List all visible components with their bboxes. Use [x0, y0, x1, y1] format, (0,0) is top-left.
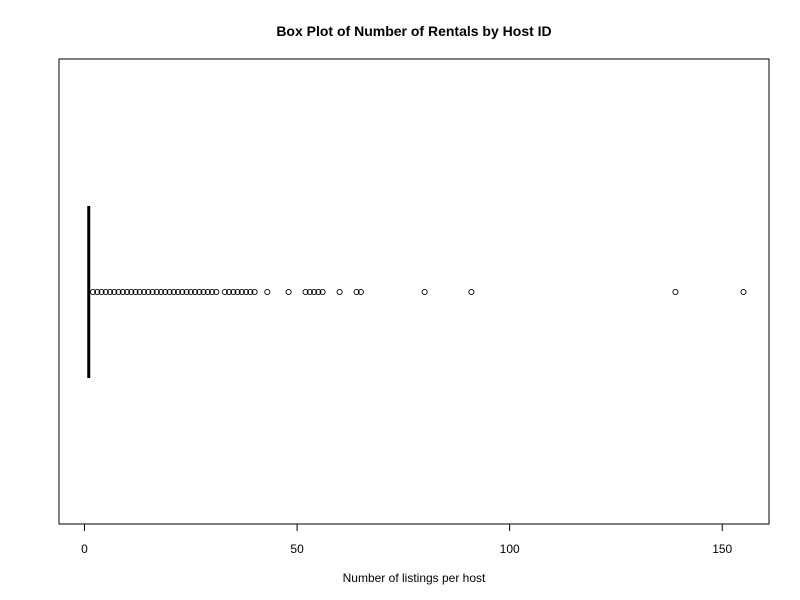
outlier-point — [115, 288, 122, 296]
outlier-point — [230, 288, 237, 296]
outlier-point — [357, 288, 364, 296]
outlier-point — [302, 288, 309, 296]
outlier-point — [179, 288, 186, 296]
outlier-point — [94, 288, 101, 296]
outlier-point — [353, 288, 360, 296]
outlier-point — [213, 288, 220, 296]
outlier-point — [166, 288, 173, 296]
outlier-point — [264, 288, 271, 296]
outlier-point — [315, 288, 322, 296]
outlier-point — [174, 288, 182, 296]
outlier-point — [421, 288, 428, 296]
outlier-point — [119, 288, 126, 296]
outlier-point — [672, 288, 679, 296]
outlier-point — [128, 288, 135, 296]
outlier-points — [89, 288, 747, 296]
chart-title: Box Plot of Number of Rentals by Host ID — [276, 23, 551, 39]
x-tick-label: 100 — [500, 542, 520, 556]
outlier-point — [336, 288, 343, 296]
outlier-point — [162, 288, 169, 296]
outlier-point — [98, 288, 105, 296]
x-tick-label: 150 — [712, 542, 732, 556]
outlier-point — [123, 288, 131, 296]
outlier-point — [136, 288, 143, 296]
x-axis-ticks: 0 50 100 150 — [81, 524, 733, 556]
outlier-point — [319, 288, 326, 296]
outlier-point — [89, 288, 97, 296]
outlier-point — [153, 288, 160, 296]
outlier-point — [306, 288, 313, 296]
outlier-point — [204, 288, 211, 296]
outlier-point — [106, 288, 114, 296]
outlier-point — [285, 288, 292, 296]
x-tick-label: 50 — [290, 542, 304, 556]
outlier-point — [234, 288, 241, 296]
outlier-point — [311, 288, 318, 296]
outlier-point — [226, 288, 233, 296]
outlier-point — [247, 288, 254, 296]
outlier-point — [145, 288, 152, 296]
outlier-point — [183, 288, 190, 296]
outlier-point — [157, 288, 165, 296]
outlier-point — [170, 288, 177, 296]
outlier-point — [740, 288, 747, 296]
outlier-point — [191, 288, 199, 296]
outlier-point — [102, 288, 109, 296]
outlier-point — [468, 288, 475, 296]
outlier-point — [221, 288, 228, 296]
outlier-point — [132, 288, 139, 296]
outlier-point — [238, 288, 245, 296]
outlier-point — [140, 288, 148, 296]
outlier-point — [187, 288, 194, 296]
outlier-point — [149, 288, 156, 296]
outlier-point — [243, 288, 250, 296]
outlier-point — [251, 288, 258, 296]
outlier-point — [111, 288, 118, 296]
plot-frame — [58, 58, 770, 525]
outlier-point — [200, 288, 207, 296]
x-axis-label: Number of listings per host — [343, 571, 486, 585]
outlier-point — [209, 288, 216, 296]
x-tick-label: 0 — [81, 542, 88, 556]
outlier-point — [196, 288, 203, 296]
